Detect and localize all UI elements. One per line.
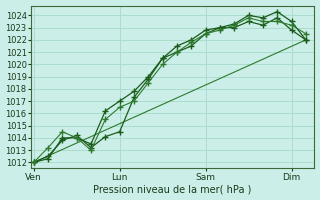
X-axis label: Pression niveau de la mer( hPa ): Pression niveau de la mer( hPa ) [93, 184, 252, 194]
